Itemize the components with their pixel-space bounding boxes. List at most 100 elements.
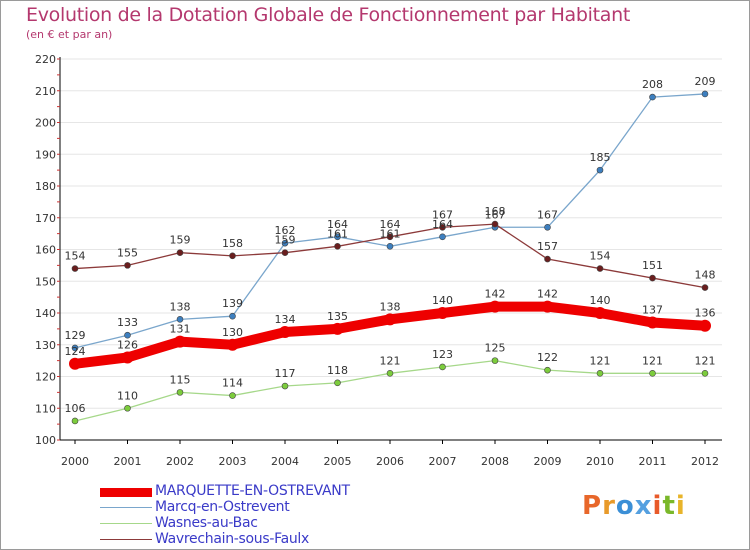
- data-label: 139: [222, 297, 243, 310]
- logo-letter: x: [634, 491, 653, 521]
- data-label: 167: [432, 208, 453, 221]
- data-label: 123: [432, 348, 453, 361]
- x-tick-label: 2002: [166, 455, 194, 468]
- data-point: [544, 223, 551, 231]
- legend-swatch-marcq: [100, 507, 152, 508]
- data-label: 115: [170, 373, 191, 386]
- y-tick-label: 110: [35, 402, 56, 415]
- data-label: 133: [117, 316, 138, 329]
- data-label: 155: [117, 246, 138, 259]
- data-point: [489, 300, 501, 313]
- y-tick-label: 190: [35, 148, 56, 161]
- data-point: [701, 370, 709, 377]
- y-tick-label: 170: [35, 212, 56, 225]
- data-label: 154: [590, 250, 611, 263]
- data-point: [491, 220, 499, 228]
- data-point: [176, 316, 184, 323]
- data-point: [334, 233, 341, 241]
- data-point: [124, 404, 131, 412]
- data-point: [386, 370, 394, 377]
- data-label: 151: [642, 259, 663, 272]
- logo-letter: t: [662, 491, 676, 521]
- data-label: 164: [380, 218, 401, 231]
- data-label: 140: [432, 294, 453, 307]
- data-point: [544, 366, 551, 374]
- data-point: [229, 252, 236, 260]
- data-label: 138: [170, 300, 191, 313]
- y-tick-label: 200: [35, 117, 56, 130]
- data-point: [176, 249, 184, 256]
- data-label: 138: [380, 300, 401, 313]
- y-tick-label: 220: [35, 53, 56, 66]
- legend-swatch-wasnes: [100, 523, 152, 524]
- data-label: 167: [485, 208, 506, 221]
- data-label: 157: [537, 240, 558, 253]
- data-label: 137: [642, 304, 663, 317]
- data-label: 135: [327, 310, 348, 323]
- data-point: [386, 233, 394, 241]
- legend-item-marquette: MARQUETTE-EN-OSTREVANT: [100, 483, 420, 501]
- data-label: 164: [432, 218, 453, 231]
- data-label: 167: [537, 208, 558, 221]
- data-point: [124, 262, 131, 269]
- data-point: [229, 392, 236, 399]
- data-label: 161: [380, 227, 401, 240]
- data-label: 161: [327, 227, 348, 240]
- data-point: [226, 338, 239, 351]
- legend-item-wasnes: Wasnes-au-Bac: [100, 515, 420, 533]
- data-label: 158: [222, 237, 243, 250]
- data-label: 110: [117, 389, 138, 402]
- data-point: [176, 389, 184, 396]
- y-tick-label: 180: [35, 180, 56, 193]
- data-point: [386, 243, 394, 250]
- y-tick-label: 120: [35, 371, 56, 384]
- legend-swatch-marquette: [100, 488, 152, 497]
- data-label: 121: [590, 354, 611, 367]
- data-point: [699, 319, 711, 332]
- chart-subtitle: (en € et par an): [26, 28, 113, 41]
- y-tick-label: 140: [35, 307, 56, 320]
- data-point: [229, 312, 236, 320]
- data-label: 162: [275, 224, 296, 237]
- data-point: [279, 326, 291, 339]
- x-tick-label: 2005: [324, 455, 352, 468]
- x-tick-label: 2001: [114, 455, 142, 468]
- data-point: [439, 233, 446, 241]
- data-point: [439, 363, 446, 371]
- data-label: 130: [222, 326, 243, 339]
- data-label: 129: [65, 329, 86, 342]
- y-tick-label: 160: [35, 244, 56, 257]
- data-label: 121: [380, 354, 401, 367]
- x-tick-label: 2012: [691, 455, 719, 468]
- data-point: [544, 255, 551, 263]
- data-point: [701, 284, 709, 291]
- data-label: 117: [275, 367, 296, 380]
- data-point: [541, 300, 554, 313]
- legend-item-wavrechain: Wavrechain-sous-Faulx: [100, 531, 420, 549]
- data-label: 142: [485, 288, 506, 301]
- y-tick-label: 210: [35, 85, 56, 98]
- legend-label-marcq: Marcq-en-Ostrevent: [155, 499, 290, 515]
- data-label: 131: [170, 323, 191, 336]
- logo-letter: i: [652, 491, 663, 521]
- x-tick-label: 2009: [534, 455, 562, 468]
- x-tick-label: 2006: [376, 455, 404, 468]
- legend-item-marcq: Marcq-en-Ostrevent: [100, 499, 420, 517]
- logo-letter: P: [582, 491, 603, 521]
- data-label: 126: [117, 338, 138, 351]
- data-label: 121: [695, 354, 716, 367]
- data-point: [69, 357, 81, 370]
- data-label: 164: [327, 218, 348, 231]
- data-label: 159: [170, 234, 191, 247]
- data-point: [334, 379, 341, 387]
- data-point: [71, 417, 79, 425]
- data-label: 140: [590, 294, 611, 307]
- data-point: [71, 344, 79, 352]
- legend-swatch-wavrechain: [100, 539, 152, 540]
- data-point: [596, 265, 604, 272]
- logo-letter: o: [615, 491, 635, 521]
- data-point: [436, 307, 449, 319]
- legend-label-wasnes: Wasnes-au-Bac: [155, 515, 258, 531]
